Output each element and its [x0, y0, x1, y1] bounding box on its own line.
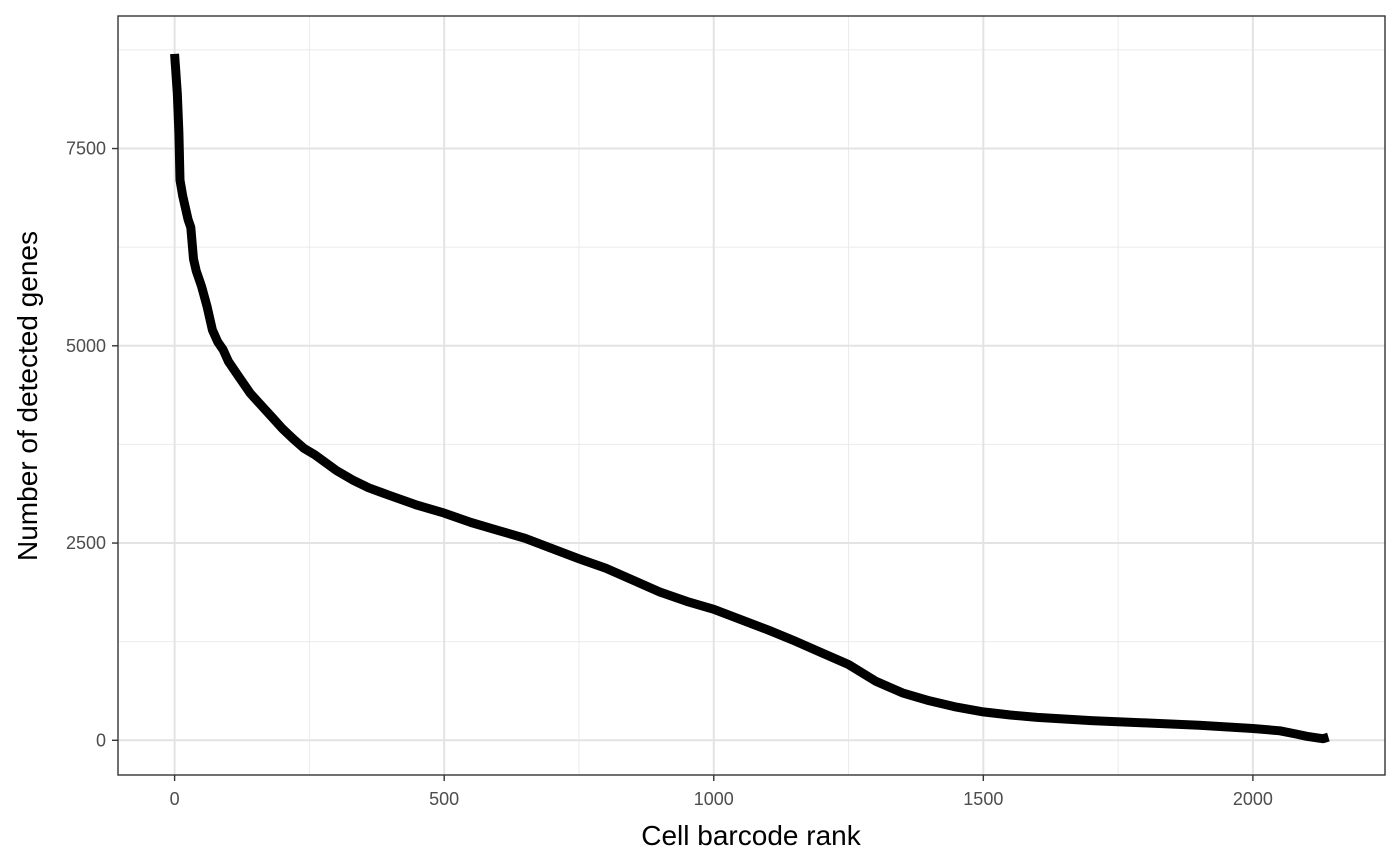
x-axis: 0 500 1000 1500 2000 [170, 775, 1273, 809]
y-tick-label: 7500 [66, 139, 106, 159]
y-tick-label: 5000 [66, 336, 106, 356]
y-tick-label: 2500 [66, 533, 106, 553]
x-tick-label: 0 [170, 789, 180, 809]
minor-gridlines [118, 16, 1385, 775]
x-tick-label: 1500 [963, 789, 1003, 809]
y-axis: 0 2500 5000 7500 [66, 139, 118, 750]
x-axis-title: Cell barcode rank [641, 820, 861, 851]
y-axis-title: Number of detected genes [12, 231, 43, 561]
plot-background [118, 16, 1385, 775]
series-line [170, 53, 1331, 744]
x-tick-label: 500 [429, 789, 459, 809]
major-gridlines [118, 16, 1385, 775]
series-layer [170, 53, 1331, 744]
x-tick-label: 2000 [1233, 789, 1273, 809]
y-tick-label: 0 [96, 730, 106, 750]
x-tick-label: 1000 [694, 789, 734, 809]
plot-panel-border [117, 15, 1386, 776]
